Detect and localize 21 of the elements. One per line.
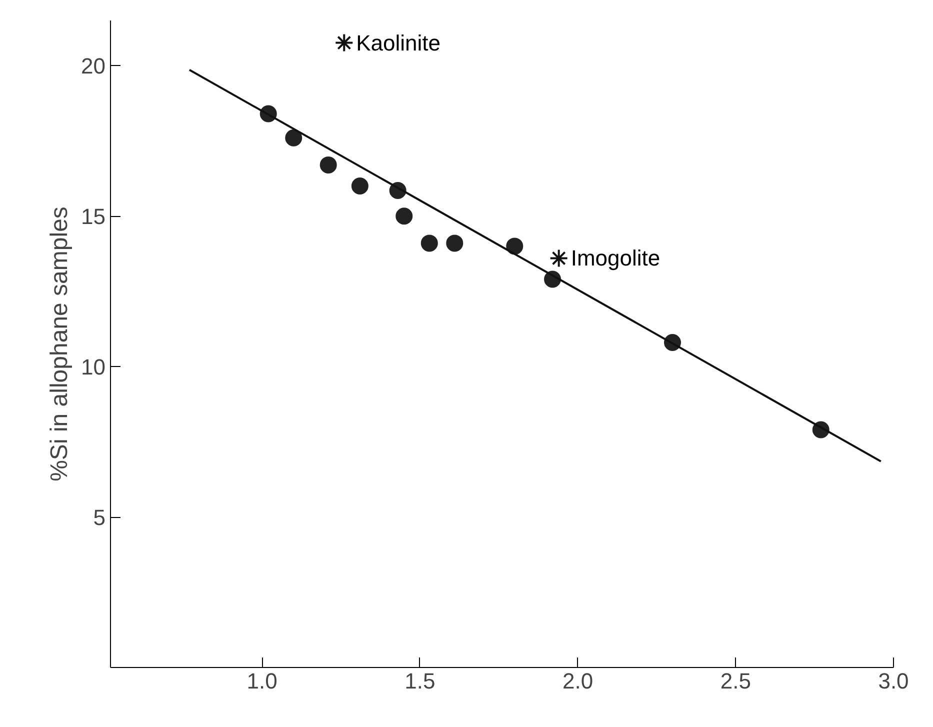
point (285, 129, 302, 146)
point (420, 234, 438, 252)
series-label: Imogolite (570, 246, 660, 271)
x-tick-label: 3.0 (878, 668, 909, 694)
point (320, 156, 337, 174)
y-tick-label: 15 (81, 204, 106, 230)
x-tick-label: 2.5 (720, 668, 751, 694)
y-tick-label: 10 (81, 354, 106, 380)
point (549, 248, 568, 268)
point (334, 33, 354, 52)
x-tick-label: 2.0 (562, 668, 594, 694)
y-tick-label: 20 (81, 54, 106, 79)
y-axis-title: %Si in allophane samples (46, 206, 74, 482)
point (396, 208, 413, 225)
y-tick-label: 5 (93, 505, 106, 530)
x-tick-label: 1.5 (404, 668, 436, 694)
x-tick-label: 1.0 (246, 668, 278, 694)
point (446, 234, 464, 252)
point (351, 178, 368, 194)
point (506, 238, 524, 255)
series-label: Kaolinite (356, 30, 441, 56)
